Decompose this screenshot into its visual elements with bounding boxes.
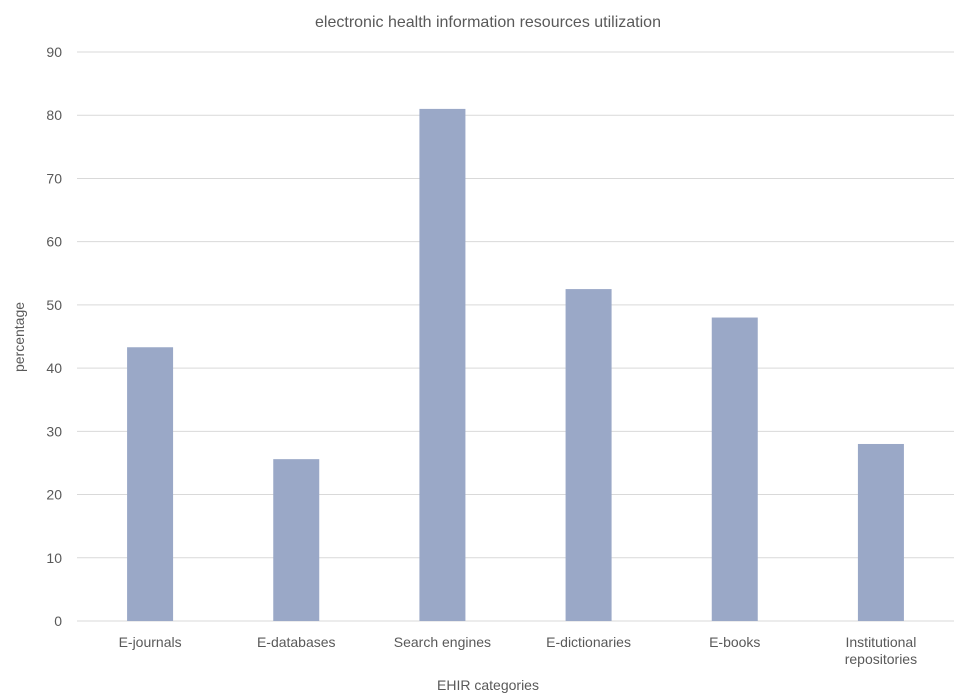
y-tick-label: 10 [46,550,62,566]
y-tick-label: 80 [46,107,62,123]
y-tick-label: 70 [46,170,62,186]
x-tick-label-line: Institutional [846,634,917,650]
y-tick-label: 50 [46,297,62,313]
y-tick-label: 90 [46,44,62,60]
y-tick-label: 0 [54,613,62,629]
x-tick-label-line: E-journals [119,634,182,650]
x-axis-label: EHIR categories [437,677,539,693]
x-tick-label-line: E-dictionaries [546,634,631,650]
y-tick-label: 30 [46,423,62,439]
x-tick-label: E-dictionaries [546,634,631,650]
x-tick-label: Institutional repositories [845,634,917,667]
gridlines [77,51,954,622]
x-tick-label-line: E-databases [257,634,336,650]
bar [565,289,612,621]
bar [419,108,466,621]
x-axis-ticks: E-journals E-databases Search engines E-dic… [119,634,918,667]
y-axis-label: percentage [11,302,27,372]
x-tick-label: E-databases [257,634,336,650]
bar [711,317,758,621]
chart-title: electronic health information resources … [315,14,661,31]
bar [273,459,320,621]
bars [127,108,904,621]
bar [127,347,174,621]
y-axis-ticks: 0 10 20 30 40 50 60 70 80 90 [46,44,62,629]
x-tick-label: E-books [709,634,760,650]
y-tick-label: 40 [46,360,62,376]
x-tick-label-line: Search engines [394,634,491,650]
y-tick-label: 60 [46,234,62,250]
x-tick-label-line: E-books [709,634,760,650]
y-tick-label: 20 [46,487,62,503]
x-tick-label-line: repositories [845,651,917,667]
x-tick-label: E-journals [119,634,182,650]
x-tick-label: Search engines [394,634,491,650]
bar [857,443,904,621]
